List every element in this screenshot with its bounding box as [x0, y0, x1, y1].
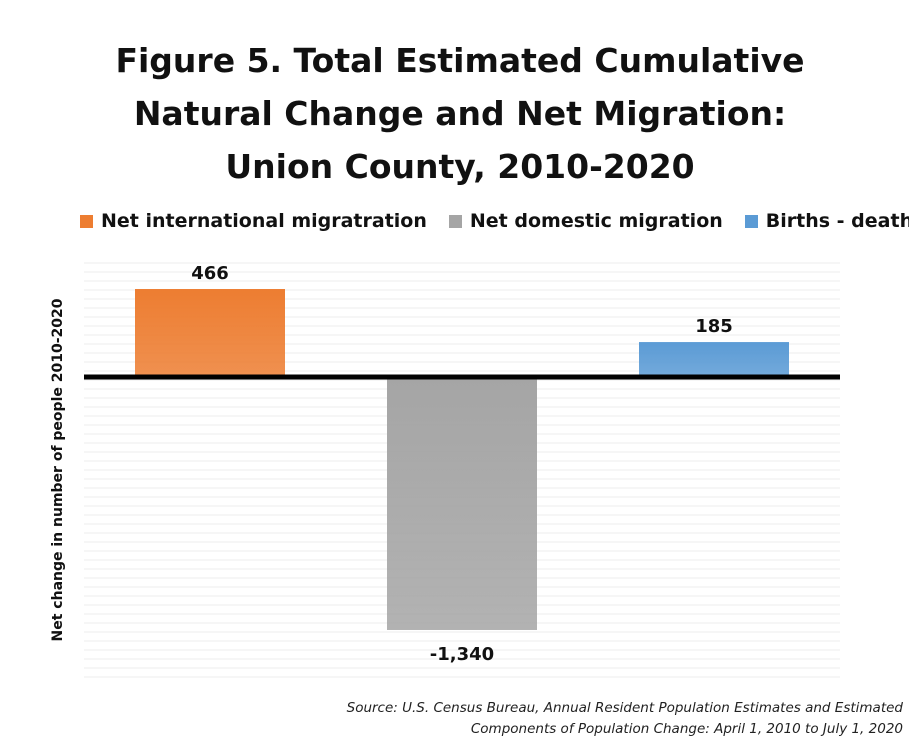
source-line: Components of Population Change: April 1… [470, 721, 903, 737]
title-line: Natural Change and Net Migration: [133, 94, 787, 133]
title-line: Figure 5. Total Estimated Cumulative [115, 41, 805, 80]
title-line: Union County, 2010-2020 [225, 147, 695, 186]
legend-swatch-births-deaths [744, 214, 758, 228]
legend-item: Net domestic migration [448, 210, 723, 232]
bar [135, 289, 285, 377]
legend-item: Births - deaths [744, 210, 909, 232]
data-label: -1,340 [430, 644, 494, 665]
data-label: 466 [191, 263, 229, 284]
legend-label: Net domestic migration [469, 210, 723, 232]
source-note: Source: U.S. Census Bureau, Annual Resid… [283, 698, 903, 740]
bar [639, 342, 789, 377]
bar [387, 377, 537, 630]
legend-label: Net international migratration [101, 210, 427, 232]
data-label: 185 [695, 316, 733, 337]
legend-swatch-domestic [448, 214, 462, 228]
chart-title: Figure 5. Total Estimated Cumulative Nat… [60, 34, 860, 193]
legend-label: Births - deaths [765, 210, 909, 232]
legend-item: Net international migratration [80, 210, 427, 232]
source-line: Source: U.S. Census Bureau, Annual Resid… [346, 700, 903, 716]
chart-legend: Net international migratration Net domes… [80, 207, 909, 235]
legend-swatch-international [80, 214, 93, 228]
